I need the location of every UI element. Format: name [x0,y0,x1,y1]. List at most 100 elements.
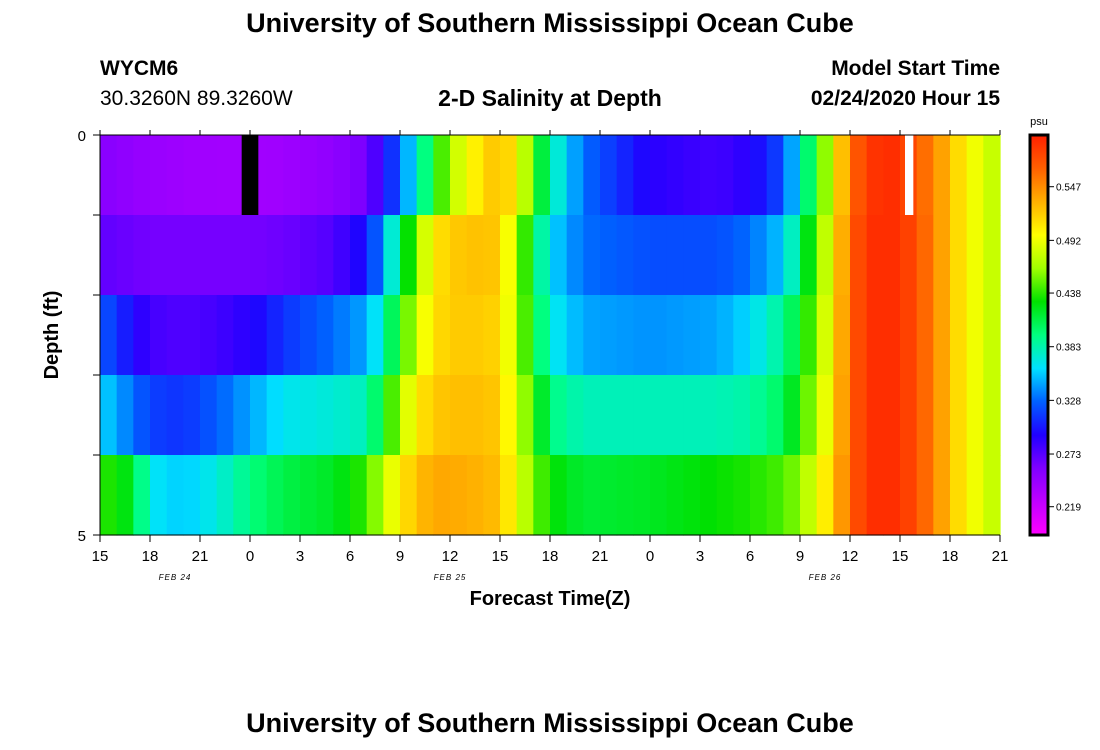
colorbar-tick-label: 0.547 [1056,183,1081,194]
heatmap-cell [333,375,351,456]
heatmap-cell [650,295,668,376]
heatmap-cell [533,135,551,216]
x-tick-label: 9 [396,548,404,565]
heatmap-cell [166,295,184,376]
heatmap-cell [500,455,518,536]
heatmap-cell [816,135,834,216]
heatmap-cell [983,455,1001,536]
heatmap-cell [250,375,268,456]
heatmap-cell [950,455,968,536]
heatmap-cell [616,455,634,536]
heatmap-cell [883,135,901,216]
heatmap-cell [866,135,884,216]
heatmap-cell [633,135,651,216]
heatmap-cell [900,455,918,536]
heatmap-cell [416,455,434,536]
heatmap-cell [933,455,951,536]
heatmap-cell [816,375,834,456]
heatmap-cell [183,215,201,296]
heatmap-cell [900,215,918,296]
heatmap-cell [933,215,951,296]
heatmap-cell [200,375,218,456]
heatmap-cell [150,295,168,376]
heatmap-cell [716,455,734,536]
heatmap-cell [616,215,634,296]
heatmap-cell [166,215,184,296]
heatmap-cell [933,375,951,456]
heatmap-cell [800,135,818,216]
x-tick-label: 21 [992,548,1009,565]
heatmap-cell [283,455,301,536]
heatmap-cell [200,215,218,296]
heatmap-cell [300,295,318,376]
heatmap-cell [466,375,484,456]
heatmap-cell [266,135,284,216]
heatmap-cell [283,135,301,216]
heatmap-cell [450,295,468,376]
heatmap-cell [833,455,851,536]
heatmap-cell [566,295,584,376]
heatmap-cell [300,215,318,296]
heatmap-cell [716,215,734,296]
heatmap-cell [400,375,418,456]
heatmap-cell [466,295,484,376]
heatmap-cell [116,215,134,296]
heatmap-cell [983,135,1001,216]
heatmap-cell [316,295,334,376]
heatmap-cell [550,135,568,216]
heatmap-cell [316,455,334,536]
heatmap-cell [983,295,1001,376]
heatmap-cell [266,295,284,376]
plot-title: 2-D Salinity at Depth [438,85,662,111]
heatmap-cell [916,135,934,216]
heatmap-cell [666,375,684,456]
heatmap-cell [883,295,901,376]
heatmap-cell [150,375,168,456]
date-label: FEB 24 [159,573,192,582]
heatmap-cell [316,375,334,456]
heatmap-cell [583,215,601,296]
y-tick-label: 5 [78,528,86,545]
heatmap-cell [666,455,684,536]
heatmap-cell [616,135,634,216]
heatmap-cell [216,215,234,296]
heatmap-cell [950,375,968,456]
colorbar-unit-label: psu [1030,116,1048,128]
heatmap-cell [783,295,801,376]
heatmap-cell [783,135,801,216]
heatmap-cell [750,295,768,376]
heatmap-cell [433,295,451,376]
x-tick-label: 18 [942,548,959,565]
heatmap-cell [366,455,384,536]
heatmap-cell [766,375,784,456]
heatmap-cell [950,295,968,376]
heatmap-cell [600,215,618,296]
heatmap-cell [850,295,868,376]
heatmap-cell [100,375,118,456]
heatmap-cell [866,455,884,536]
heatmap-cell [183,135,201,216]
heatmap-cell [733,375,751,456]
footer-title: University of Southern Mississippi Ocean… [246,708,854,738]
heatmap-cell [733,455,751,536]
heatmap-cell [516,375,534,456]
heatmap-cell [766,455,784,536]
colorbar-tick-label: 0.273 [1056,450,1081,461]
heatmap-cell [466,135,484,216]
heatmap-cell [683,295,701,376]
heatmap-cell [616,375,634,456]
heatmap-cell [766,215,784,296]
heatmap-cell [833,135,851,216]
heatmap-cell [583,295,601,376]
heatmap-cell [300,375,318,456]
heatmap-cell [383,295,401,376]
x-tick-label: 6 [746,548,754,565]
heatmap-cell [966,455,984,536]
heatmap-cell [583,455,601,536]
heatmap-cell [216,375,234,456]
heatmap-cell [450,135,468,216]
heatmap-cell [683,135,701,216]
heatmap-cell [633,455,651,536]
heatmap-cell [333,215,351,296]
heatmap-cell [700,135,718,216]
